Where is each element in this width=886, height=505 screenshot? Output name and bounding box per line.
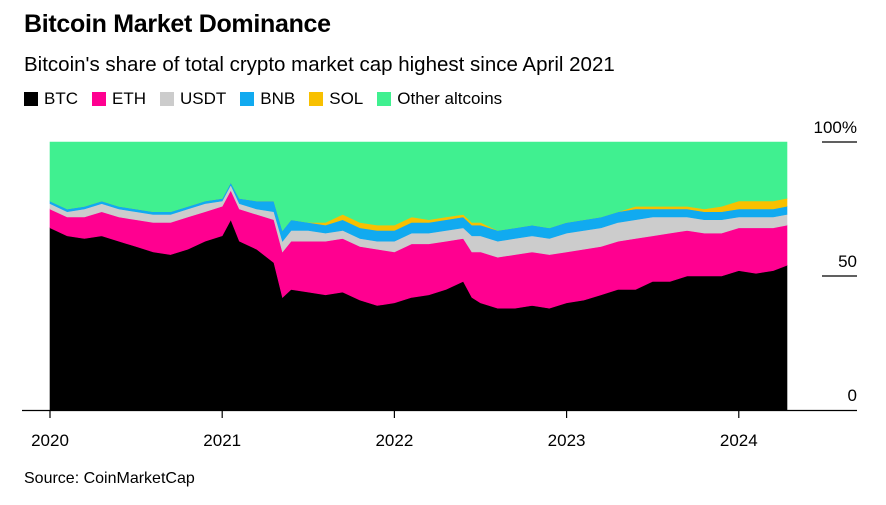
legend-label-eth: ETH [112,89,146,108]
legend-item-sol: SOL [309,89,363,109]
legend-item-bnb: BNB [240,89,295,109]
y-tick-label-0: 0 [848,386,857,405]
x-tick-label-2024: 2024 [720,431,758,450]
legend-item-other: Other altcoins [377,89,502,109]
legend-swatch-other [377,92,392,106]
chart-title: Bitcoin Market Dominance [24,10,331,38]
legend-item-btc: BTC [24,89,78,109]
x-tick-label-2023: 2023 [548,431,586,450]
legend-label-btc: BTC [44,89,78,108]
legend-label-usdt: USDT [180,89,227,108]
chart-subtitle: Bitcoin's share of total crypto market c… [24,53,615,76]
legend-item-usdt: USDT [160,89,226,109]
legend-swatch-bnb [240,92,255,106]
x-tick-label-2020: 2020 [31,431,69,450]
legend-swatch-sol [309,92,324,106]
legend-label-other: Other altcoins [397,89,503,108]
legend-label-sol: SOL [329,89,364,108]
legend-swatch-eth [92,92,106,106]
source-note: Source: CoinMarketCap [24,470,195,487]
x-tick-label-2022: 2022 [375,431,413,450]
y-tick-label-50: 50 [838,252,857,271]
legend-swatch-usdt [160,92,174,106]
x-tick-label-2021: 2021 [203,431,241,450]
legend-item-eth: ETH [92,89,146,109]
y-tick-label-100: 100% [814,118,857,137]
legend: BTC ETH USDT BNB SOL Other altcoins [24,89,516,109]
legend-swatch-btc [24,92,38,106]
area-other-altcoins [49,141,788,232]
legend-label-bnb: BNB [260,89,296,108]
